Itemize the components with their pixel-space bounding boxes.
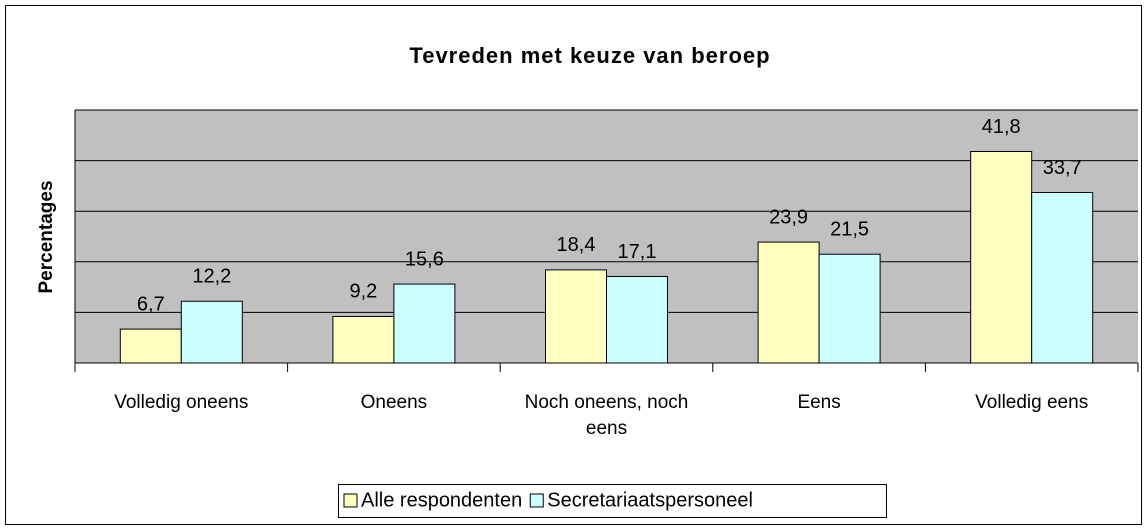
bar	[393, 283, 456, 364]
x-tick-label: Volledig oneens	[114, 392, 249, 413]
x-tick-label: Eens	[797, 392, 841, 413]
bar	[818, 253, 881, 364]
x-tick-label: Volledig eens	[975, 392, 1089, 413]
bar	[1031, 191, 1094, 364]
legend-swatch	[529, 493, 544, 508]
data-label: 12,2	[192, 266, 231, 288]
data-label: 41,8	[982, 116, 1021, 138]
data-label: 21,5	[830, 218, 869, 240]
data-label: 15,6	[405, 248, 444, 270]
bar	[180, 300, 243, 364]
bar	[606, 275, 668, 364]
chart-title: Tevreden met keuze van beroep	[409, 43, 770, 68]
bar	[332, 315, 395, 364]
x-tick-label: Oneens	[360, 392, 428, 413]
legend-box	[338, 484, 887, 518]
y-axis-label: Percentages	[36, 180, 57, 293]
bar	[119, 328, 182, 364]
data-label: 6,7	[137, 293, 165, 315]
legend-swatch	[343, 493, 358, 508]
x-tick-label: Noch oneens, noch eens	[524, 392, 689, 439]
data-label: 23,9	[769, 206, 808, 228]
data-label: 17,1	[618, 241, 657, 263]
data-label: 33,7	[1043, 157, 1082, 179]
bar	[545, 269, 607, 364]
data-label: 9,2	[349, 281, 377, 303]
legend-label: Secretariaatspersoneel	[547, 489, 753, 511]
legend-label: Alle respondenten	[361, 489, 522, 511]
bar	[757, 241, 820, 364]
bar	[970, 150, 1033, 364]
data-label: 18,4	[557, 234, 596, 256]
